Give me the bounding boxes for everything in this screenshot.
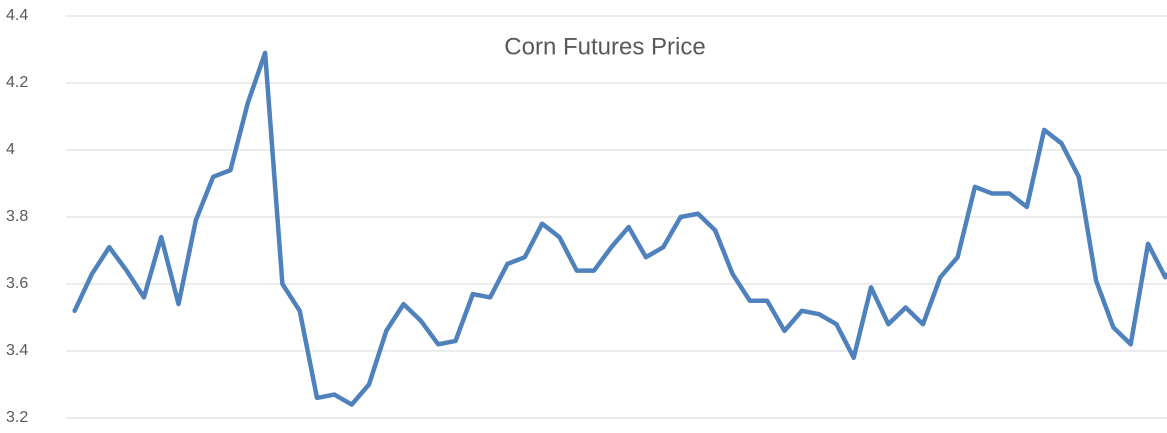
y-tick-label: 3.6 bbox=[6, 275, 28, 292]
y-tick-label: 3.8 bbox=[6, 208, 28, 225]
y-tick-label: 3.4 bbox=[6, 342, 28, 359]
series-line bbox=[72, 50, 1167, 407]
y-tick-label: 3.2 bbox=[6, 409, 28, 426]
y-tick-label: 4.4 bbox=[6, 7, 28, 24]
y-tick-label: 4.2 bbox=[6, 74, 28, 91]
chart-title: Corn Futures Price bbox=[504, 33, 705, 60]
y-tick-label: 4 bbox=[6, 141, 15, 158]
